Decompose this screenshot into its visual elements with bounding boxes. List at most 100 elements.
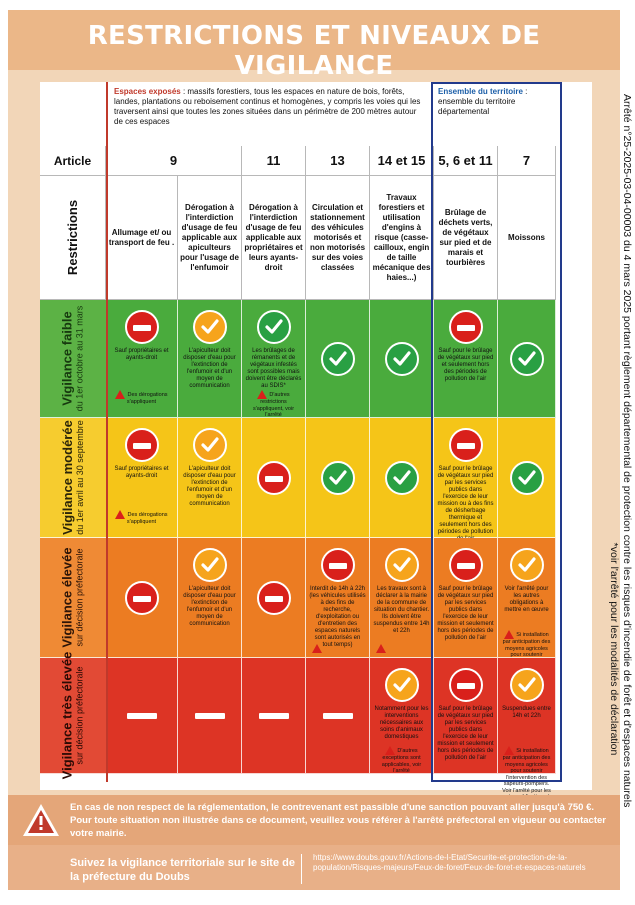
checkmark-glyph bbox=[392, 351, 411, 366]
sanction-warning: En cas de non respect de la réglementati… bbox=[8, 795, 620, 845]
warning-icon bbox=[115, 390, 126, 399]
forbid-icon bbox=[321, 699, 355, 733]
decree-text: Arrêté n°25-2025-03-04-00003 du 4 mars 2… bbox=[621, 94, 633, 808]
article-4: 13 bbox=[306, 146, 370, 176]
checkmark-glyph bbox=[200, 437, 219, 452]
forbid-icon bbox=[256, 461, 291, 495]
follow-vigilance: Suivez la vigilance territoriale sur le … bbox=[8, 845, 620, 890]
checkmark-glyph bbox=[200, 319, 219, 334]
article-header-label: Article bbox=[40, 146, 106, 176]
page: RESTRICTIONS ET NIVEAUX DE VIGILANCE Esp… bbox=[8, 10, 633, 890]
restrictions-label-text: Restrictions bbox=[65, 199, 81, 276]
cell-note: Les travaux sont à déclarer à la mairie … bbox=[373, 586, 430, 634]
restrictions-header-label: Restrictions bbox=[40, 176, 106, 300]
cell-note: Sauf pour le brûlage de végétaux sur pie… bbox=[437, 466, 494, 542]
warning-icon bbox=[23, 804, 59, 836]
checkmark-glyph bbox=[392, 470, 411, 485]
table-cell bbox=[242, 418, 306, 538]
vigilance-level-name: Vigilance élevée bbox=[59, 547, 75, 648]
table-cell: L'apiculteur doit disposer d'eau pour l'… bbox=[178, 300, 242, 418]
follow-text: Suivez la vigilance territoriale sur le … bbox=[70, 857, 295, 883]
restriction-3: Dérogation à l'interdiction d'usage de f… bbox=[242, 176, 306, 300]
checkmark-glyph bbox=[328, 351, 347, 366]
cell-note: Notamment pour les interventions nécessa… bbox=[374, 706, 429, 740]
cell-note: Suspendues entre 14h et 22h bbox=[502, 706, 551, 719]
prefecture-link[interactable]: https://www.doubs.gouv.fr/Actions-de-l-E… bbox=[313, 853, 586, 872]
vigilance-level-name: Vigilance très élevée bbox=[59, 651, 75, 780]
cell-small-note: Des dérogations s'appliquent bbox=[109, 390, 174, 406]
vigilance-level-4: Vigilance très élevée sur décision préfec… bbox=[40, 652, 106, 779]
zone-espaces-exposes-title: Espaces exposés bbox=[114, 87, 181, 96]
table-cell bbox=[106, 658, 178, 774]
vigilance-level-period: sur décision préfectorale bbox=[74, 666, 85, 765]
warning-icon bbox=[257, 390, 268, 399]
checkmark-glyph bbox=[517, 557, 536, 572]
vigilance-level-period: du 1er avril au 30 septembre bbox=[74, 420, 85, 535]
restriction-2: Dérogation à l'interdiction d'usage de f… bbox=[178, 176, 242, 300]
article-1: 9 bbox=[106, 146, 242, 176]
forbid-icon bbox=[256, 581, 291, 615]
declaration-note: *voir l'arrêté pour les modalités de déc… bbox=[608, 542, 620, 756]
restriction-6: Brûlage de déchets verts, de végétaux su… bbox=[434, 176, 498, 300]
table-cell: Sauf pour le brûlage de végétaux sur pie… bbox=[434, 658, 498, 774]
vigilance-level-text: Vigilance élevée sur décision préfectoral… bbox=[59, 547, 86, 648]
cell-note: Les brûlages de rémanents et de végétaux… bbox=[245, 348, 302, 389]
cell-note: L'apiculteur doit disposer d'eau pour l'… bbox=[183, 466, 236, 507]
check-icon-orange bbox=[509, 548, 544, 582]
restriction-1: Allumage et/ ou transport de feu . bbox=[106, 176, 178, 300]
table-cell bbox=[242, 658, 306, 774]
forbid-icon bbox=[448, 310, 483, 344]
cell-small-text: D'autres exceptions sont applicables, vo… bbox=[381, 747, 422, 774]
checkmark-glyph bbox=[328, 470, 347, 485]
check-icon-green bbox=[320, 461, 355, 495]
check-icon-green bbox=[320, 342, 355, 376]
vigilance-level-name: Vigilance modérée bbox=[59, 420, 75, 535]
table-cell: Voir l'arrêté pour les autres obligation… bbox=[498, 538, 556, 671]
check-icon-green bbox=[509, 461, 544, 495]
cell-note: Voir l'arrêté pour les autres obligation… bbox=[504, 586, 549, 613]
cell-note: Sauf pour le brûlage de végétaux sur pie… bbox=[437, 348, 494, 382]
cell-small-text: Des dérogations s'appliquent bbox=[126, 511, 168, 525]
restriction-7: Moissons bbox=[498, 176, 556, 300]
sanction-text: En cas de non respect de la réglementati… bbox=[70, 802, 606, 839]
checkmark-glyph bbox=[392, 677, 411, 692]
forbid-icon bbox=[448, 428, 483, 462]
article-5: 14 et 15 bbox=[370, 146, 434, 176]
cell-note: L'apiculteur doit disposer d'eau pour l'… bbox=[183, 586, 236, 627]
table-cell: Sauf pour le brûlage de végétaux sur pie… bbox=[434, 418, 498, 542]
table-cell bbox=[498, 300, 556, 418]
forbid-icon bbox=[124, 428, 159, 462]
check-icon-green bbox=[509, 342, 544, 376]
table-cell: Sauf pour le brûlage de végétaux sur pie… bbox=[434, 300, 498, 418]
cell-small-text: D'autres restrictions s'appliquent, voir… bbox=[252, 391, 295, 418]
check-icon-green bbox=[256, 310, 291, 344]
forbid-icon bbox=[125, 699, 159, 733]
warning-icon bbox=[504, 630, 515, 639]
check-icon-orange bbox=[509, 668, 544, 702]
cell-small-text: Des dérogations s'appliquent bbox=[126, 391, 168, 405]
forbid-icon bbox=[257, 699, 291, 733]
check-icon-orange bbox=[192, 548, 227, 582]
table-cell bbox=[370, 300, 434, 418]
checkmark-glyph bbox=[517, 677, 536, 692]
table-cell: Suspendues entre 14h et 22h Si installati… bbox=[498, 658, 556, 807]
forbid-icon bbox=[124, 310, 159, 344]
vigilance-level-text: Vigilance très élevée sur décision préfec… bbox=[59, 651, 86, 780]
cell-note: Sauf propriétaires et ayants-droit bbox=[114, 348, 169, 361]
table-cell bbox=[306, 658, 370, 774]
table-cell: Interdit de 14h à 22h (les véhicules uti… bbox=[306, 538, 370, 658]
zone-ensemble-territoire: Ensemble du territoire : ensemble du ter… bbox=[432, 82, 562, 146]
table-cell: Notamment pour les interventions nécessa… bbox=[370, 658, 434, 774]
cell-note: Sauf propriétaires et ayants-droit bbox=[114, 466, 169, 479]
check-icon-orange bbox=[192, 310, 227, 344]
check-icon-orange bbox=[384, 668, 419, 702]
zone-espaces-exposes: Espaces exposés : massifs forestiers, to… bbox=[106, 82, 428, 146]
table-cell bbox=[498, 418, 556, 538]
cell-note: L'apiculteur doit disposer d'eau pour l'… bbox=[183, 348, 236, 389]
checkmark-glyph bbox=[264, 319, 283, 334]
article-7: 7 bbox=[498, 146, 556, 176]
forbid-icon bbox=[320, 548, 355, 582]
checkmark-glyph bbox=[392, 557, 411, 572]
table-cell bbox=[178, 658, 242, 774]
vigilance-level-period: du 1er octobre au 31 mars bbox=[74, 305, 85, 412]
